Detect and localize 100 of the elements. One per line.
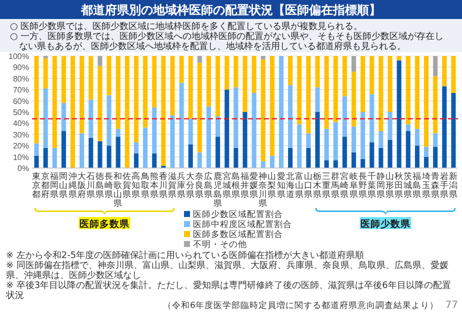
bar bbox=[433, 146, 438, 168]
bar bbox=[315, 87, 320, 112]
x-tick-label: 三重県 bbox=[322, 172, 332, 200]
x-tick-label: 長崎県 bbox=[104, 171, 114, 200]
bar bbox=[179, 56, 184, 83]
bar bbox=[414, 56, 420, 129]
x-tick-label: 富山県 bbox=[294, 171, 304, 200]
legend-label: 不明・その他 bbox=[193, 239, 247, 250]
y-tick-label: 10% bbox=[12, 152, 29, 162]
bar bbox=[406, 56, 410, 124]
text: （令和6年度医学部臨時定員増に関する都道府県意向調査結果より） bbox=[162, 300, 438, 311]
bar bbox=[197, 62, 202, 152]
bar bbox=[197, 56, 202, 63]
bar bbox=[170, 56, 175, 116]
x-tick-label: 滋賀県 bbox=[168, 171, 177, 200]
bar bbox=[124, 56, 130, 168]
bar bbox=[396, 60, 402, 168]
bar bbox=[352, 152, 356, 168]
bar bbox=[433, 76, 438, 134]
bar bbox=[396, 56, 402, 60]
bar bbox=[370, 94, 374, 142]
x-tick-label: 広島県 bbox=[204, 171, 214, 200]
bar bbox=[116, 128, 120, 137]
x-tick-label: 静岡県 bbox=[376, 171, 386, 200]
bar bbox=[43, 88, 48, 148]
x-tick-label: 山形県 bbox=[386, 171, 395, 200]
x-tick-label: 新潟県 bbox=[448, 171, 458, 200]
y-tick-label: 60% bbox=[12, 96, 29, 106]
bar bbox=[80, 133, 84, 168]
x-tick-label: 長野県 bbox=[358, 171, 368, 200]
bar bbox=[260, 59, 266, 162]
bar bbox=[134, 153, 138, 168]
text: ○ 一方、医師多数県では、医師少数区域への地域枠医師の配置がない県や、そもそも医師少数区域が存在しない県もあるが、医師少数区域へ地域枠を配置し、地域枠を活用している都道府県も見られる。 bbox=[10, 31, 444, 52]
x-tick-label: 熊本県 bbox=[150, 171, 159, 200]
bar bbox=[270, 56, 274, 156]
bar bbox=[306, 133, 311, 148]
bar bbox=[234, 87, 238, 148]
bar bbox=[297, 124, 302, 168]
bar bbox=[324, 160, 329, 168]
bar bbox=[252, 56, 256, 93]
bar bbox=[424, 146, 429, 157]
y-tick-label: 40% bbox=[12, 119, 29, 128]
bar bbox=[206, 56, 212, 106]
bar bbox=[370, 56, 374, 94]
bar bbox=[342, 56, 347, 96]
bar bbox=[106, 56, 112, 96]
x-tick-label: 兵庫県 bbox=[177, 171, 186, 200]
bar bbox=[433, 56, 438, 76]
x-tick-label: 福島県 bbox=[412, 171, 422, 200]
legend-label: 医師少数区域配置割合 bbox=[193, 209, 283, 220]
bar bbox=[170, 115, 175, 168]
bar bbox=[315, 56, 320, 88]
bar bbox=[106, 146, 112, 168]
bar bbox=[197, 152, 202, 168]
x-tick-label: 愛媛県 bbox=[250, 171, 259, 200]
y-tick-label: 50% bbox=[12, 108, 29, 117]
x-tick-label: 岐阜県 bbox=[349, 171, 358, 200]
bar bbox=[324, 56, 329, 129]
bar bbox=[306, 56, 311, 134]
bar bbox=[352, 72, 356, 127]
y-tick-label: 80% bbox=[12, 74, 29, 84]
bar bbox=[52, 56, 57, 148]
bar bbox=[188, 144, 193, 168]
bar bbox=[360, 112, 366, 160]
bar bbox=[414, 146, 420, 168]
bar bbox=[352, 56, 356, 72]
bar bbox=[433, 133, 438, 147]
bar bbox=[152, 153, 157, 168]
bar bbox=[360, 56, 366, 112]
bar bbox=[134, 142, 138, 154]
legend-label: 医師中程度区域配置割合 bbox=[193, 219, 292, 230]
x-tick-label: 沖縄県 bbox=[67, 171, 78, 200]
bar bbox=[451, 56, 456, 93]
bar bbox=[297, 56, 302, 124]
x-tick-label: 奈良県 bbox=[195, 171, 204, 200]
bar bbox=[70, 56, 76, 168]
bar bbox=[52, 148, 57, 168]
bar bbox=[34, 143, 39, 156]
bar bbox=[324, 128, 329, 160]
bar bbox=[98, 141, 102, 168]
bar bbox=[188, 56, 193, 119]
text: 77 bbox=[445, 300, 458, 311]
bar bbox=[333, 160, 338, 168]
y-tick-label: 30% bbox=[12, 130, 29, 140]
bar bbox=[451, 92, 456, 168]
bar bbox=[234, 56, 238, 88]
y-tick-label: 70% bbox=[12, 86, 29, 95]
bar bbox=[88, 100, 94, 138]
bar bbox=[134, 56, 138, 142]
x-tick-label: 徳島県 bbox=[95, 171, 104, 200]
text: ○ 医師少数県では、医師少数区域に地域枠医師を多く配置している県が複数見られる。 bbox=[10, 21, 363, 32]
bar bbox=[216, 136, 220, 168]
text: ※ 卒後3年目以降の配置状況を集計。ただし、愛知県は専門研修終了後の医師、滋賀県は卒後6年目以降の配置状況 bbox=[5, 280, 451, 301]
legend-label: 医師多数区域配置割合 bbox=[193, 229, 283, 240]
bar bbox=[206, 106, 212, 168]
x-tick-label: 宮城県 bbox=[221, 171, 232, 200]
x-tick-label: 岩手県 bbox=[440, 171, 449, 200]
x-tick-label: 和歌山県 bbox=[114, 171, 123, 209]
bar bbox=[98, 56, 102, 66]
x-tick-label: 山梨県 bbox=[268, 171, 277, 200]
